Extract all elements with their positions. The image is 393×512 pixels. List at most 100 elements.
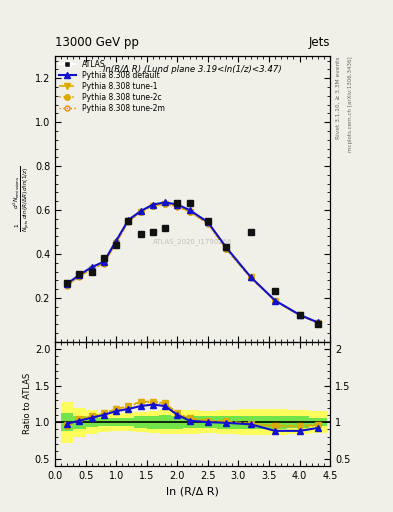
Text: Rivet 3.1.10, ≥ 3.3M events: Rivet 3.1.10, ≥ 3.3M events bbox=[336, 56, 341, 139]
Pythia 8.308 tune-2m bbox=[151, 203, 155, 209]
Pythia 8.308 tune-2m bbox=[89, 266, 94, 272]
ATLAS bbox=[114, 242, 119, 248]
Pythia 8.308 default bbox=[89, 264, 94, 270]
Pythia 8.308 default bbox=[65, 281, 70, 287]
ATLAS bbox=[224, 244, 229, 250]
ATLAS bbox=[206, 218, 210, 224]
Pythia 8.308 tune-2m bbox=[206, 221, 210, 227]
Pythia 8.308 tune-2c bbox=[114, 240, 119, 246]
ATLAS bbox=[187, 200, 192, 206]
ATLAS bbox=[316, 321, 320, 327]
Pythia 8.308 default bbox=[187, 207, 192, 213]
Pythia 8.308 default bbox=[138, 208, 143, 214]
Line: Pythia 8.308 tune-2c: Pythia 8.308 tune-2c bbox=[64, 201, 321, 326]
Pythia 8.308 tune-2m bbox=[187, 209, 192, 215]
ATLAS bbox=[297, 312, 302, 318]
Pythia 8.308 tune-2m bbox=[114, 240, 119, 246]
ATLAS bbox=[273, 288, 277, 294]
ATLAS bbox=[175, 200, 180, 206]
Pythia 8.308 tune-2m bbox=[175, 203, 180, 209]
Pythia 8.308 default bbox=[101, 259, 106, 265]
Pythia 8.308 tune-2c bbox=[151, 203, 155, 209]
Pythia 8.308 tune-1 bbox=[89, 266, 94, 272]
Pythia 8.308 tune-2c bbox=[89, 266, 94, 272]
Pythia 8.308 tune-2m bbox=[138, 209, 143, 216]
Pythia 8.308 default bbox=[126, 217, 131, 223]
Pythia 8.308 tune-1 bbox=[65, 282, 70, 288]
ATLAS bbox=[163, 225, 167, 231]
Pythia 8.308 default bbox=[248, 274, 253, 280]
Line: ATLAS: ATLAS bbox=[64, 200, 321, 327]
Pythia 8.308 default bbox=[297, 312, 302, 318]
Pythia 8.308 tune-2m bbox=[273, 298, 277, 304]
Pythia 8.308 tune-1 bbox=[151, 203, 155, 209]
Text: ln(R/Δ R) (Lund plane 3.19<ln(1/z)<3.47): ln(R/Δ R) (Lund plane 3.19<ln(1/z)<3.47) bbox=[103, 65, 282, 74]
Pythia 8.308 tune-2m bbox=[163, 201, 167, 207]
Pythia 8.308 tune-1 bbox=[101, 260, 106, 266]
Pythia 8.308 default bbox=[224, 244, 229, 250]
Pythia 8.308 default bbox=[206, 219, 210, 225]
Pythia 8.308 tune-1 bbox=[206, 220, 210, 226]
Pythia 8.308 tune-1 bbox=[297, 312, 302, 318]
Pythia 8.308 tune-1 bbox=[126, 219, 131, 225]
ATLAS bbox=[77, 271, 82, 277]
Pythia 8.308 tune-2c bbox=[248, 274, 253, 281]
Pythia 8.308 tune-2c bbox=[187, 208, 192, 215]
Pythia 8.308 tune-1 bbox=[163, 201, 167, 207]
Pythia 8.308 default bbox=[77, 272, 82, 278]
Line: Pythia 8.308 tune-1: Pythia 8.308 tune-1 bbox=[64, 201, 321, 326]
Pythia 8.308 default bbox=[175, 202, 180, 208]
Pythia 8.308 tune-2c bbox=[316, 319, 320, 326]
Pythia 8.308 tune-2c bbox=[138, 209, 143, 215]
Pythia 8.308 tune-2c bbox=[273, 297, 277, 304]
Pythia 8.308 tune-2c bbox=[175, 203, 180, 209]
Pythia 8.308 tune-2m bbox=[297, 312, 302, 318]
Pythia 8.308 tune-2m bbox=[224, 246, 229, 252]
Pythia 8.308 tune-2m bbox=[316, 320, 320, 326]
Pythia 8.308 default bbox=[114, 238, 119, 244]
Pythia 8.308 tune-2c bbox=[297, 312, 302, 318]
Pythia 8.308 default bbox=[316, 319, 320, 326]
Pythia 8.308 tune-1 bbox=[175, 203, 180, 209]
Pythia 8.308 tune-2c bbox=[77, 273, 82, 280]
ATLAS bbox=[248, 229, 253, 235]
ATLAS bbox=[151, 229, 155, 235]
Pythia 8.308 tune-1 bbox=[114, 240, 119, 246]
Pythia 8.308 tune-1 bbox=[248, 274, 253, 281]
Pythia 8.308 tune-2c bbox=[224, 246, 229, 252]
Y-axis label: $\frac{1}{N_\mathrm{jets}}\frac{d^2 N_\mathrm{emissions}}{d\ln(R/\Delta R)\,d\ln: $\frac{1}{N_\mathrm{jets}}\frac{d^2 N_\m… bbox=[11, 166, 32, 232]
Pythia 8.308 tune-2c bbox=[101, 260, 106, 266]
Text: mcplots.cern.ch [arXiv:1306.3436]: mcplots.cern.ch [arXiv:1306.3436] bbox=[348, 56, 353, 152]
Pythia 8.308 default bbox=[163, 199, 167, 205]
Line: Pythia 8.308 tune-2m: Pythia 8.308 tune-2m bbox=[65, 202, 320, 326]
Pythia 8.308 tune-1 bbox=[224, 246, 229, 252]
ATLAS bbox=[138, 231, 143, 237]
ATLAS bbox=[126, 218, 131, 224]
Pythia 8.308 tune-2c bbox=[65, 282, 70, 288]
Pythia 8.308 default bbox=[273, 297, 277, 304]
ATLAS bbox=[101, 255, 106, 262]
Pythia 8.308 tune-2c bbox=[206, 220, 210, 226]
Text: Jets: Jets bbox=[309, 36, 330, 49]
Pythia 8.308 tune-1 bbox=[187, 208, 192, 215]
Pythia 8.308 tune-2m bbox=[77, 274, 82, 280]
Pythia 8.308 tune-2m bbox=[126, 219, 131, 225]
Pythia 8.308 default bbox=[151, 202, 155, 208]
Pythia 8.308 tune-2c bbox=[163, 201, 167, 207]
ATLAS bbox=[89, 268, 94, 274]
Pythia 8.308 tune-1 bbox=[138, 209, 143, 215]
Line: Pythia 8.308 default: Pythia 8.308 default bbox=[64, 200, 321, 325]
Pythia 8.308 tune-1 bbox=[77, 273, 82, 280]
Pythia 8.308 tune-2c bbox=[126, 219, 131, 225]
Pythia 8.308 tune-2m bbox=[65, 283, 70, 289]
Pythia 8.308 tune-1 bbox=[273, 297, 277, 304]
X-axis label: ln (R/Δ R): ln (R/Δ R) bbox=[166, 486, 219, 496]
Pythia 8.308 tune-2m bbox=[248, 275, 253, 281]
ATLAS bbox=[65, 280, 70, 286]
Text: 13000 GeV pp: 13000 GeV pp bbox=[55, 36, 139, 49]
Text: ATLAS_2020_I1790256: ATLAS_2020_I1790256 bbox=[153, 239, 232, 245]
Pythia 8.308 tune-2m bbox=[101, 261, 106, 267]
Legend: ATLAS, Pythia 8.308 default, Pythia 8.308 tune-1, Pythia 8.308 tune-2c, Pythia 8: ATLAS, Pythia 8.308 default, Pythia 8.30… bbox=[57, 58, 166, 114]
Pythia 8.308 tune-1 bbox=[316, 319, 320, 326]
Y-axis label: Ratio to ATLAS: Ratio to ATLAS bbox=[23, 373, 32, 435]
